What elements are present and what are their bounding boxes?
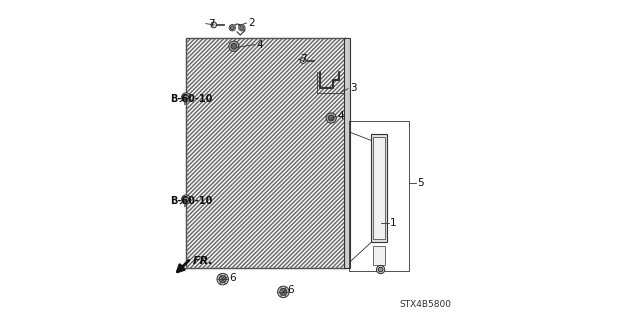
Circle shape	[376, 265, 385, 274]
Circle shape	[219, 276, 226, 283]
Circle shape	[328, 115, 334, 121]
Circle shape	[239, 25, 245, 31]
Text: 6: 6	[287, 285, 294, 295]
Circle shape	[228, 41, 239, 51]
Circle shape	[378, 267, 383, 272]
Text: 7: 7	[300, 54, 307, 64]
Bar	[344, 38, 349, 268]
Circle shape	[326, 113, 336, 123]
Text: B-60-10: B-60-10	[170, 196, 212, 206]
Bar	[373, 137, 385, 239]
Text: B-60-10: B-60-10	[170, 94, 212, 104]
Circle shape	[217, 273, 228, 285]
Circle shape	[300, 58, 306, 63]
Circle shape	[240, 26, 244, 30]
Text: FR.: FR.	[193, 256, 214, 266]
Circle shape	[230, 26, 234, 30]
Circle shape	[182, 195, 191, 204]
Circle shape	[278, 286, 289, 298]
Text: 4: 4	[337, 111, 344, 122]
Circle shape	[184, 197, 189, 202]
Text: 7: 7	[208, 19, 214, 29]
Circle shape	[231, 43, 237, 49]
Text: 2: 2	[248, 18, 255, 28]
Bar	[371, 134, 387, 242]
Text: 1: 1	[390, 218, 397, 228]
Circle shape	[229, 25, 236, 31]
Bar	[372, 246, 385, 265]
Circle shape	[182, 93, 191, 102]
Text: STX4B5800: STX4B5800	[399, 300, 451, 309]
Bar	[186, 38, 346, 268]
Text: 5: 5	[417, 178, 424, 189]
Text: 6: 6	[229, 272, 236, 283]
Circle shape	[211, 22, 217, 28]
Text: 3: 3	[350, 83, 357, 93]
Circle shape	[280, 288, 287, 295]
Bar	[186, 38, 346, 268]
Text: 4: 4	[256, 40, 263, 50]
Circle shape	[184, 95, 189, 100]
